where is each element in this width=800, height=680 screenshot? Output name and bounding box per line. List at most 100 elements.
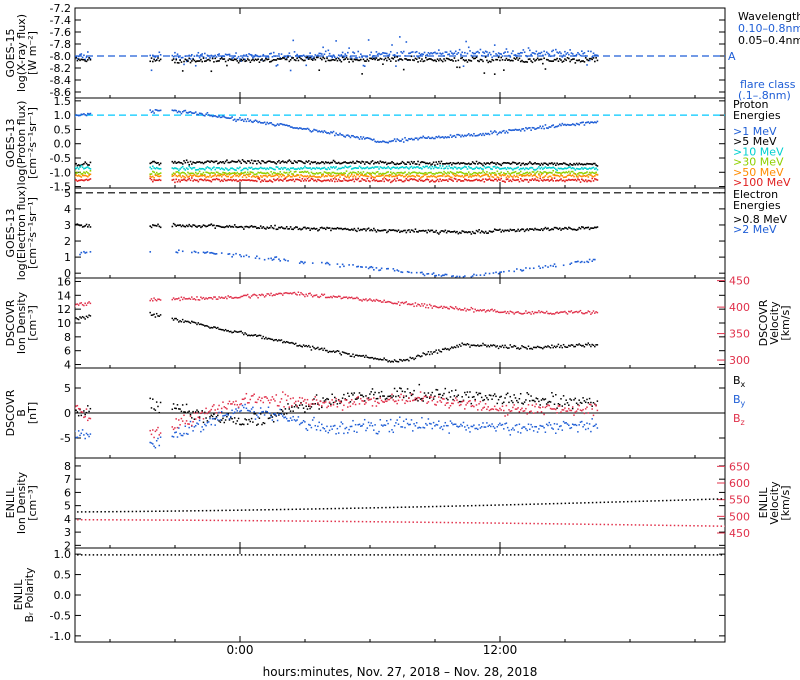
data-point-proton-3	[344, 172, 347, 175]
data-point-proton-1	[76, 164, 79, 167]
data-point-proton-1	[315, 162, 318, 165]
data-point-bfield-0	[396, 390, 398, 393]
data-point-proton-5	[201, 179, 204, 181]
data-point-proton-4	[172, 174, 175, 177]
data-point-proton-0	[349, 136, 352, 139]
data-point-proton-1	[475, 160, 478, 163]
data-point-electron-0	[321, 226, 323, 229]
data-point-proton-1	[526, 163, 529, 166]
data-point-xray-1	[345, 56, 348, 59]
data-point-density-1	[158, 298, 161, 301]
data-point-xray-0	[227, 53, 230, 56]
data-point-electron-1	[488, 272, 491, 275]
data-point-density-0	[181, 318, 184, 321]
data-point-electron-1	[311, 262, 314, 264]
data-point-proton-0	[514, 128, 517, 131]
data-point-proton-0	[558, 123, 561, 126]
data-point-xray-1	[191, 60, 193, 62]
data-point-density-0	[543, 346, 545, 349]
data-point-bfield-1	[413, 423, 415, 425]
data-point-density-0	[305, 344, 307, 347]
data-point-proton-3	[527, 172, 530, 175]
data-point-proton-0	[284, 124, 287, 127]
data-point-electron-1	[232, 253, 235, 256]
data-point-proton-0	[401, 138, 404, 141]
data-point-density-1	[379, 300, 382, 302]
data-point-proton-3	[493, 172, 496, 174]
data-point-proton-2	[427, 167, 430, 169]
data-point-proton-1	[401, 160, 404, 163]
data-point-density-0	[488, 345, 491, 348]
data-point-proton-2	[360, 166, 362, 169]
data-point-density-0	[241, 332, 244, 334]
data-point-xray-1	[408, 59, 410, 61]
data-point-density-0	[336, 350, 339, 352]
data-point-proton-1	[361, 160, 363, 163]
data-point-xray-1	[401, 59, 404, 61]
data-point-bfield-1	[292, 415, 294, 418]
data-point-proton-0	[88, 113, 90, 115]
data-point-electron-0	[240, 225, 243, 228]
data-point-proton-1	[448, 162, 451, 165]
data-point-proton-1	[344, 161, 347, 163]
data-point-electron-1	[378, 269, 380, 272]
data-point-density-0	[425, 354, 427, 356]
data-point-electron-1	[256, 255, 258, 258]
data-point-proton-5	[586, 180, 588, 183]
data-point-proton-0	[402, 141, 405, 143]
data-point-bfield-1	[270, 416, 272, 418]
data-point-proton-3	[237, 172, 240, 175]
data-point-density-0	[219, 328, 222, 331]
data-point-proton-2	[373, 167, 375, 169]
data-point-proton-5	[369, 180, 371, 183]
data-point-xray-1	[209, 59, 211, 62]
data-point-bfield-1	[206, 421, 209, 424]
data-point-proton-4	[206, 175, 209, 178]
data-point-proton-3	[369, 172, 371, 174]
data-point-density-0	[356, 354, 358, 356]
data-point-proton-3	[547, 172, 549, 174]
data-point-proton-5	[230, 178, 232, 181]
data-point-proton-3	[397, 171, 400, 174]
data-point-density-0	[209, 327, 211, 329]
data-point-density-1	[313, 294, 315, 297]
data-point-electron-1	[348, 264, 350, 266]
data-point-proton-3	[510, 172, 513, 174]
data-point-proton-0	[395, 140, 397, 143]
data-point-density-0	[595, 344, 597, 346]
data-point-xray-1	[454, 60, 457, 62]
data-point-density-0	[205, 324, 207, 327]
data-point-bfield-1	[436, 424, 439, 426]
data-point-proton-3	[508, 172, 510, 175]
data-point-proton-3	[499, 172, 501, 175]
data-point-density-1	[292, 292, 294, 294]
data-point-electron-0	[465, 231, 467, 233]
data-point-bfield-1	[263, 414, 266, 416]
data-point-proton-3	[87, 172, 89, 174]
data-point-xray-1	[76, 59, 79, 62]
data-point-bfield-0	[179, 408, 181, 410]
data-point-bfield-0	[517, 401, 519, 404]
data-point-density-1	[327, 296, 330, 299]
data-point-bfield-0	[253, 413, 255, 415]
data-point-proton-4	[321, 175, 323, 177]
data-point-electron-0	[289, 226, 292, 228]
data-point-electron-0	[538, 229, 540, 231]
data-point-density-0	[253, 334, 255, 336]
data-point-xray-0	[240, 60, 243, 62]
data-point-proton-4	[484, 173, 487, 176]
data-point-proton-2	[280, 166, 283, 169]
data-point-proton-0	[417, 138, 419, 141]
data-point-bfield-0	[564, 403, 566, 406]
data-point-bfield-0	[321, 406, 323, 409]
data-point-xray-0	[439, 52, 441, 55]
data-point-proton-3	[150, 173, 153, 175]
data-point-xray-0	[311, 57, 314, 60]
data-point-proton-4	[266, 176, 269, 178]
data-point-xray-1	[258, 61, 261, 63]
data-point-proton-5	[227, 178, 230, 181]
data-point-proton-3	[340, 172, 343, 174]
data-point-proton-0	[474, 135, 477, 137]
data-point-density-0	[207, 326, 210, 328]
data-point-electron-0	[492, 230, 495, 233]
